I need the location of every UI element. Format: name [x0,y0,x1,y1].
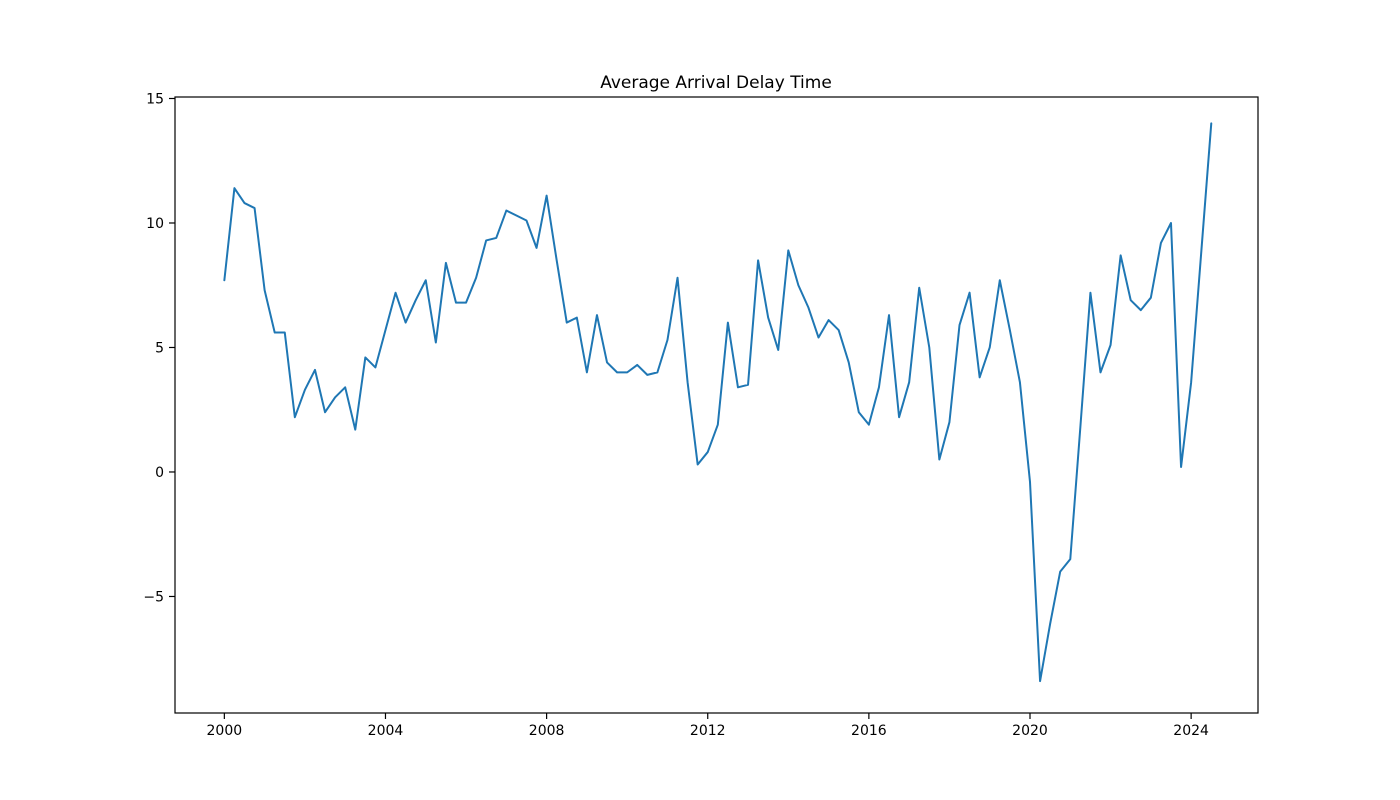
x-tick-label: 2016 [851,723,887,739]
y-tick-label: 0 [155,465,164,481]
y-tick-label: 10 [146,216,164,232]
x-tick-label: 2004 [368,723,404,739]
x-tick-label: 2024 [1173,723,1209,739]
y-tick-label: 15 [146,91,164,107]
y-tick-label: 5 [155,340,164,356]
x-tick-label: 2020 [1012,723,1048,739]
x-tick-label: 2008 [529,723,565,739]
x-tick-label: 2000 [207,723,243,739]
axes-frame [174,96,1259,714]
chart-title: Average Arrival Delay Time [600,73,832,93]
x-tick-label: 2012 [690,723,726,739]
plot-area: 2000 2004 2008 2012 2016 2020 2024 15 10 5 0 −5 [143,91,1259,739]
y-tick-label: −5 [143,589,164,605]
data-line-average_arrival_delay [223,122,1213,683]
